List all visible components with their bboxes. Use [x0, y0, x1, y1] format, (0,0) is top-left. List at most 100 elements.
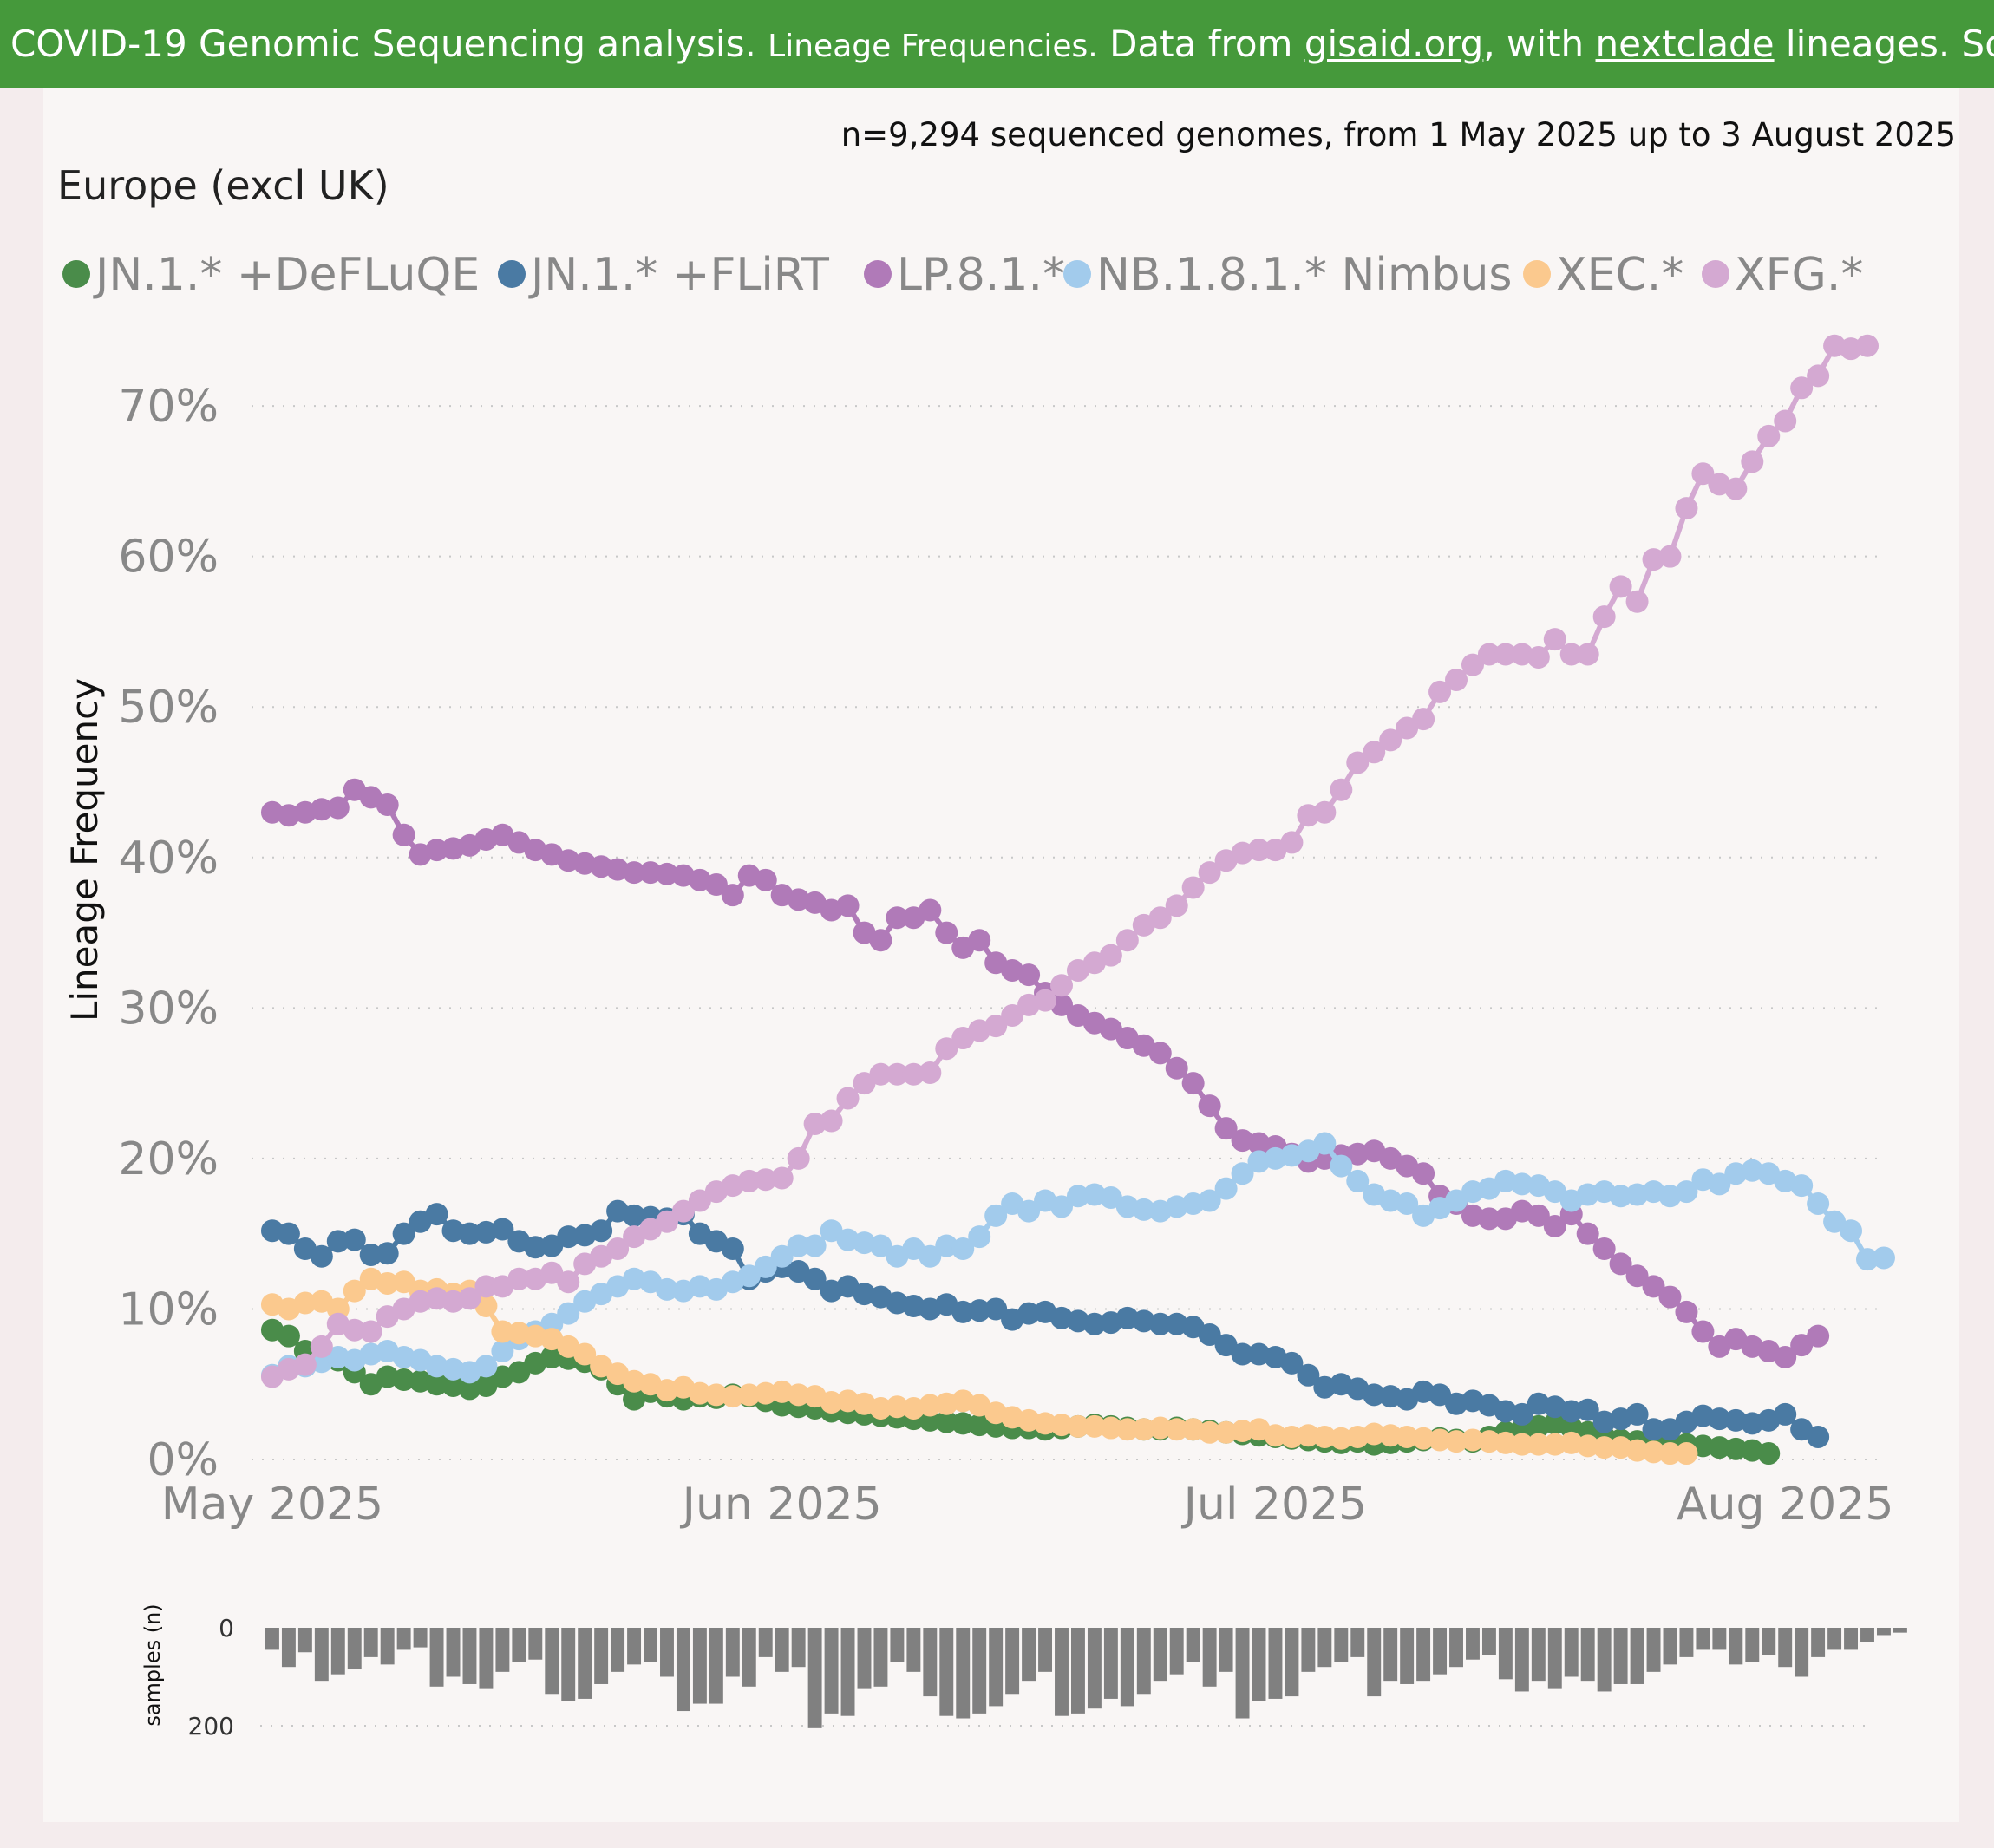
point-xfg-51: [1099, 944, 1122, 967]
samples-bar-31: [775, 1628, 789, 1672]
point-jn-1-defluqe-42: [951, 1412, 975, 1435]
point-nb-1-8-1-nimbus-78: [1543, 1180, 1566, 1204]
point-xfg-54: [1148, 906, 1172, 930]
point-lp-8-1-58: [1214, 1117, 1238, 1140]
point-lp-8-1-84: [1642, 1275, 1665, 1298]
point-xec-29: [737, 1383, 761, 1407]
samples-bar-39: [906, 1628, 921, 1672]
samples-bar-3: [314, 1628, 329, 1682]
legend-item-jn-1-defluqe[interactable]: JN.1.* +DeFLuQE: [62, 249, 480, 301]
point-nb-1-8-1-nimbus-32: [787, 1234, 810, 1257]
samples-bar-22: [627, 1628, 642, 1665]
samples-bar-86: [1679, 1628, 1694, 1657]
point-xec-85: [1658, 1442, 1682, 1466]
samples-bar-17: [545, 1628, 559, 1695]
samples-bar-62: [1285, 1628, 1299, 1697]
point-xfg-2: [293, 1353, 317, 1376]
point-lp-8-1-40: [919, 898, 942, 922]
point-nb-1-8-1-nimbus-31: [770, 1244, 794, 1268]
point-xfg-44: [984, 1015, 1008, 1038]
point-xfg-69: [1396, 716, 1419, 740]
series-xec: [260, 1267, 1698, 1466]
y-tick-50: 50%: [118, 682, 219, 734]
samples-bar-5: [347, 1628, 362, 1670]
samples-bar-82: [1613, 1628, 1628, 1684]
samples-bar-33: [807, 1628, 822, 1728]
legend-item-nb-1-8-1-nimbus[interactable]: NB.1.8.1.* Nimbus: [1063, 249, 1513, 301]
point-xec-58: [1214, 1420, 1238, 1444]
point-lp-8-1-7: [376, 793, 399, 817]
point-xec-75: [1494, 1431, 1517, 1454]
point-nb-1-8-1-nimbus-46: [1017, 1199, 1041, 1223]
point-nb-1-8-1-nimbus-44: [984, 1204, 1008, 1227]
point-jn-1-defluqe-88: [1708, 1436, 1731, 1459]
series-xfg: [260, 334, 1879, 1388]
point-xec-80: [1576, 1434, 1599, 1458]
legend-item-xfg[interactable]: XFG.*: [1702, 249, 1863, 301]
point-lp-8-1-43: [968, 929, 991, 952]
point-xec-34: [820, 1391, 843, 1414]
point-xfg-48: [1050, 974, 1073, 997]
samples-bar-59: [1235, 1628, 1250, 1719]
point-lp-8-1-37: [869, 929, 892, 952]
point-xfg-73: [1461, 653, 1484, 676]
point-jn-1-flirt-79: [1559, 1400, 1583, 1423]
point-xfg-25: [671, 1199, 695, 1223]
point-xfg-80: [1576, 643, 1599, 666]
y-tick-0: 0%: [147, 1434, 219, 1486]
samples-bar-75: [1498, 1628, 1513, 1680]
samples-bar-58: [1219, 1628, 1233, 1672]
samples-bar-61: [1268, 1628, 1283, 1699]
point-xfg-85: [1658, 545, 1682, 568]
point-jn-1-flirt-20: [590, 1219, 613, 1243]
samples-bar-80: [1580, 1628, 1595, 1682]
point-jn-1-flirt-1: [277, 1222, 300, 1245]
point-jn-1-flirt-33: [803, 1267, 827, 1290]
point-lp-8-1-27: [704, 873, 728, 897]
legend-item-lp-8-1[interactable]: LP.8.1.*: [864, 249, 1065, 301]
legend-item-jn-1-flirt[interactable]: JN.1.* +FLiRT: [498, 249, 829, 301]
samples-bar-48: [1055, 1628, 1069, 1716]
y-tick-10: 10%: [118, 1283, 219, 1335]
point-jn-1-flirt-7: [376, 1242, 399, 1265]
samples-bar-21: [611, 1628, 625, 1672]
point-nb-1-8-1-nimbus-86: [1675, 1180, 1698, 1204]
point-lp-8-1-24: [655, 862, 678, 885]
samples-bar-29: [742, 1628, 756, 1687]
samples-bar-99: [1893, 1628, 1907, 1633]
point-lp-8-1-94: [1807, 1324, 1830, 1348]
samples-tick-0: 0: [219, 1614, 234, 1642]
point-xec-26: [688, 1381, 711, 1405]
point-lp-8-1-55: [1165, 1056, 1188, 1080]
samples-bar-26: [692, 1628, 707, 1704]
samples-bar-34: [824, 1628, 839, 1714]
samples-bar-73: [1466, 1628, 1480, 1660]
point-xec-72: [1445, 1430, 1468, 1453]
legend-label-xfg: XFG.*: [1735, 249, 1863, 301]
samples-bar-40: [923, 1628, 938, 1697]
samples-bar-53: [1136, 1628, 1151, 1695]
point-xec-51: [1099, 1416, 1122, 1440]
point-jn-1-flirt-4: [326, 1230, 350, 1253]
nextclade-link[interactable]: nextclade: [1595, 23, 1775, 65]
point-lp-8-1-80: [1576, 1222, 1599, 1245]
samples-bar-20: [594, 1628, 609, 1684]
point-lp-8-1-56: [1181, 1072, 1205, 1095]
point-lp-8-1-77: [1527, 1204, 1550, 1227]
point-xec-63: [1297, 1424, 1320, 1447]
point-xfg-91: [1757, 424, 1781, 447]
point-xec-48: [1050, 1414, 1073, 1437]
point-xec-74: [1477, 1430, 1500, 1453]
legend-item-xec[interactable]: XEC.*: [1523, 249, 1683, 301]
point-xec-70: [1412, 1427, 1435, 1450]
point-xfg-82: [1609, 575, 1632, 598]
samples-bar-84: [1646, 1628, 1661, 1672]
gisaid-link[interactable]: gisaid.org: [1304, 23, 1484, 65]
point-jn-1-flirt-3: [310, 1244, 333, 1268]
point-xfg-47: [1034, 989, 1057, 1012]
samples-bar-95: [1827, 1628, 1842, 1650]
point-jn-1-flirt-8: [392, 1222, 415, 1245]
samples-bar-11: [446, 1628, 461, 1677]
point-xfg-70: [1412, 708, 1435, 731]
